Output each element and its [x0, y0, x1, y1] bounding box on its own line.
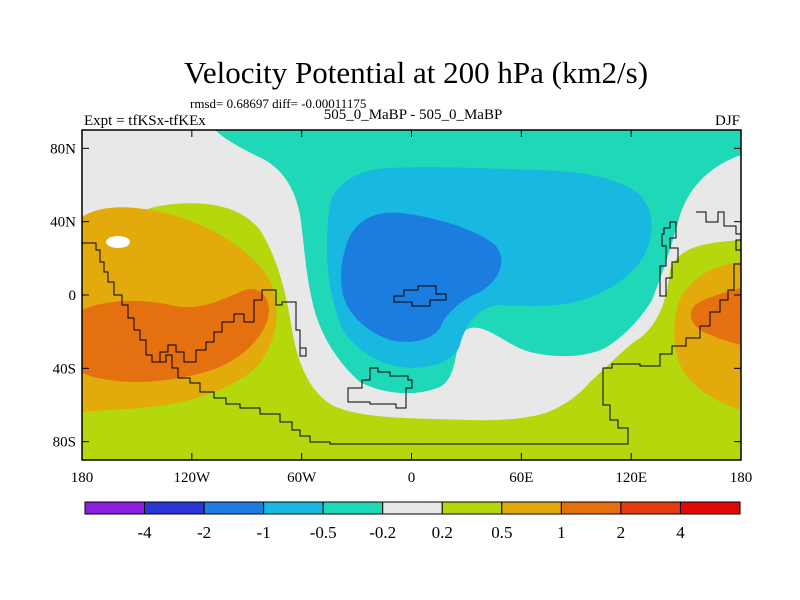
colorbar-box	[322, 501, 384, 515]
colorbar: -4 -2 -1 -0.5 -0.2 0.2 0.5 1 2 4	[84, 501, 741, 542]
coastline-africa	[347, 367, 413, 409]
coastline-americas	[82, 242, 741, 445]
coastlines	[82, 211, 741, 445]
colorbar-label: 2	[617, 523, 626, 542]
chart-title: Velocity Potential at 200 hPa (km2/s)	[184, 55, 648, 90]
center-label: 505_0_MaBP - 505_0_MaBP	[324, 107, 503, 123]
contour-fill-darkorange-west	[82, 289, 269, 382]
x-tick-label: 180	[71, 470, 94, 486]
contour-fill-darkorange-east	[690, 288, 741, 345]
coastline-central	[393, 285, 447, 307]
x-tick-label: 60W	[287, 470, 317, 486]
contour-hole-pacific	[106, 236, 130, 248]
colorbar-box	[501, 501, 562, 515]
colorbar-label: -0.5	[310, 523, 337, 542]
y-tick-label: 40N	[50, 215, 76, 231]
x-axis: 180 120W 60W 0 60E 120E 180	[71, 130, 753, 486]
colorbar-label: -2	[197, 523, 211, 542]
x-tick-label: 120W	[173, 470, 211, 486]
coastline-northeast	[696, 211, 741, 235]
y-tick-label: 80N	[50, 141, 76, 157]
colorbar-label: 0.5	[491, 523, 512, 542]
colorbar-box	[382, 501, 443, 515]
left-label: Expt = tfKSx-tfKEx	[84, 113, 206, 129]
colorbar-label: 1	[557, 523, 566, 542]
colorbar-box	[263, 501, 324, 515]
y-tick-label: 0	[69, 288, 77, 304]
x-tick-label: 120E	[615, 470, 647, 486]
coastline-east-edge	[735, 239, 741, 251]
contour-map	[82, 130, 741, 460]
colorbar-box	[441, 501, 503, 515]
x-tick-label: 60E	[509, 470, 533, 486]
x-tick-label: 180	[730, 470, 753, 486]
y-axis: 80N 40N 0 40S 80S	[50, 141, 741, 451]
colorbar-label: -4	[137, 523, 152, 542]
x-tick-label: 0	[408, 470, 416, 486]
y-tick-label: 40S	[53, 361, 76, 377]
colorbar-box	[84, 501, 146, 515]
right-label: DJF	[715, 113, 740, 129]
colorbar-label: -1	[257, 523, 271, 542]
colorbar-box	[560, 501, 622, 515]
colorbar-label: -0.2	[369, 523, 396, 542]
stats-text: rmsd= 0.68697 diff= -0.00011175	[190, 96, 366, 111]
coastline-americas-east	[159, 289, 307, 363]
y-tick-label: 80S	[53, 435, 76, 451]
colorbar-box	[203, 501, 265, 515]
colorbar-label: 0.2	[432, 523, 453, 542]
colorbar-label: 4	[676, 523, 685, 542]
coastline-asia-east	[659, 221, 679, 297]
colorbar-box	[144, 501, 205, 515]
colorbar-box	[679, 501, 741, 515]
contour-fill-blue-core	[341, 212, 502, 342]
colorbar-box	[620, 501, 681, 515]
